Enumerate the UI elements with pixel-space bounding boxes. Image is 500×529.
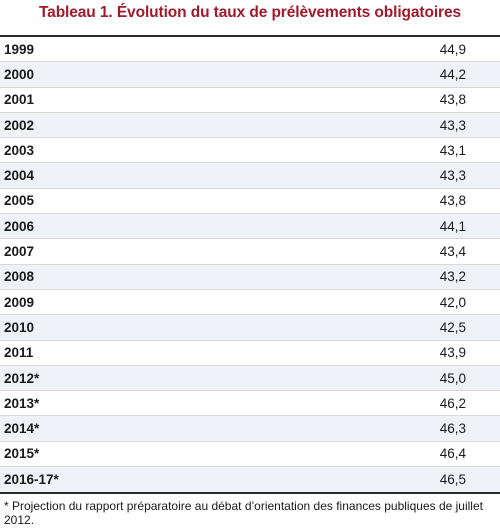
value-cell: 43,9 <box>439 345 466 361</box>
year-cell: 2015* <box>4 446 40 462</box>
year-cell: 2012* <box>4 370 40 386</box>
year-cell: 1999 <box>4 41 35 57</box>
table-row: 2004 43,3 <box>0 163 500 189</box>
year-cell: 2010 <box>4 319 35 335</box>
value-cell: 43,8 <box>439 193 466 209</box>
value-cell: 43,4 <box>439 244 466 260</box>
table-row: 2003 43,1 <box>0 138 500 164</box>
table-row: 2016-17* 46,5 <box>0 467 500 493</box>
year-cell: 2005 <box>4 193 35 209</box>
value-cell: 46,4 <box>439 446 466 462</box>
value-cell: 45,0 <box>439 370 466 386</box>
table-row: 2012* 45,0 <box>0 365 500 392</box>
value-cell: 43,3 <box>439 168 466 184</box>
value-cell: 46,5 <box>439 472 466 488</box>
footnote: * Projection du rapport préparatoire au … <box>4 499 483 527</box>
value-cell: 44,1 <box>439 218 466 234</box>
year-cell: 2009 <box>4 294 35 310</box>
value-cell: 46,2 <box>439 395 466 411</box>
table-row: 2007 43,4 <box>0 239 500 265</box>
table-row: 2005 43,8 <box>0 189 500 215</box>
table-row: 2015* 46,4 <box>0 442 500 468</box>
table-row: 2014* 46,3 <box>0 416 500 442</box>
year-cell: 2013* <box>4 395 40 411</box>
table-row: 2006 44,1 <box>0 214 500 240</box>
value-cell: 46,3 <box>439 421 466 437</box>
year-cell: 2007 <box>4 244 35 260</box>
value-cell: 42,5 <box>439 319 466 335</box>
year-cell: 2001 <box>4 92 35 108</box>
table-row: 2009 42,0 <box>0 290 500 316</box>
table-row: 2000 44,2 <box>0 62 500 88</box>
year-cell: 2006 <box>4 218 35 234</box>
table-row: 2002 43,3 <box>0 112 500 139</box>
data-table: 1999 44,9 2000 44,2 2001 43,8 2002 43,3 … <box>0 35 500 495</box>
value-cell: 43,8 <box>439 92 466 108</box>
year-cell: 2011 <box>4 345 34 361</box>
value-cell: 43,1 <box>439 142 466 158</box>
table-row: 2001 43,8 <box>0 88 500 113</box>
year-cell: 2004 <box>4 168 35 184</box>
year-cell: 2002 <box>4 117 35 133</box>
year-cell: 2000 <box>4 66 35 82</box>
year-cell: 2003 <box>4 142 35 158</box>
value-cell: 44,9 <box>439 41 466 57</box>
year-cell: 2014* <box>4 421 40 437</box>
value-cell: 44,2 <box>439 66 466 82</box>
value-cell: 43,2 <box>439 269 466 285</box>
table-row: 2008 43,2 <box>0 264 500 290</box>
value-cell: 43,3 <box>439 117 466 133</box>
year-cell: 2016-17* <box>4 472 59 488</box>
table-row: 2011 43,9 <box>0 341 500 366</box>
value-cell: 42,0 <box>439 294 466 310</box>
table-row: 2010 42,5 <box>0 315 500 341</box>
table-row: 2013* 46,2 <box>0 391 500 417</box>
year-cell: 2008 <box>4 269 35 285</box>
table-row: 1999 44,9 <box>0 37 500 63</box>
table-title: Tableau 1. Évolution du taux de prélèvem… <box>38 4 462 21</box>
